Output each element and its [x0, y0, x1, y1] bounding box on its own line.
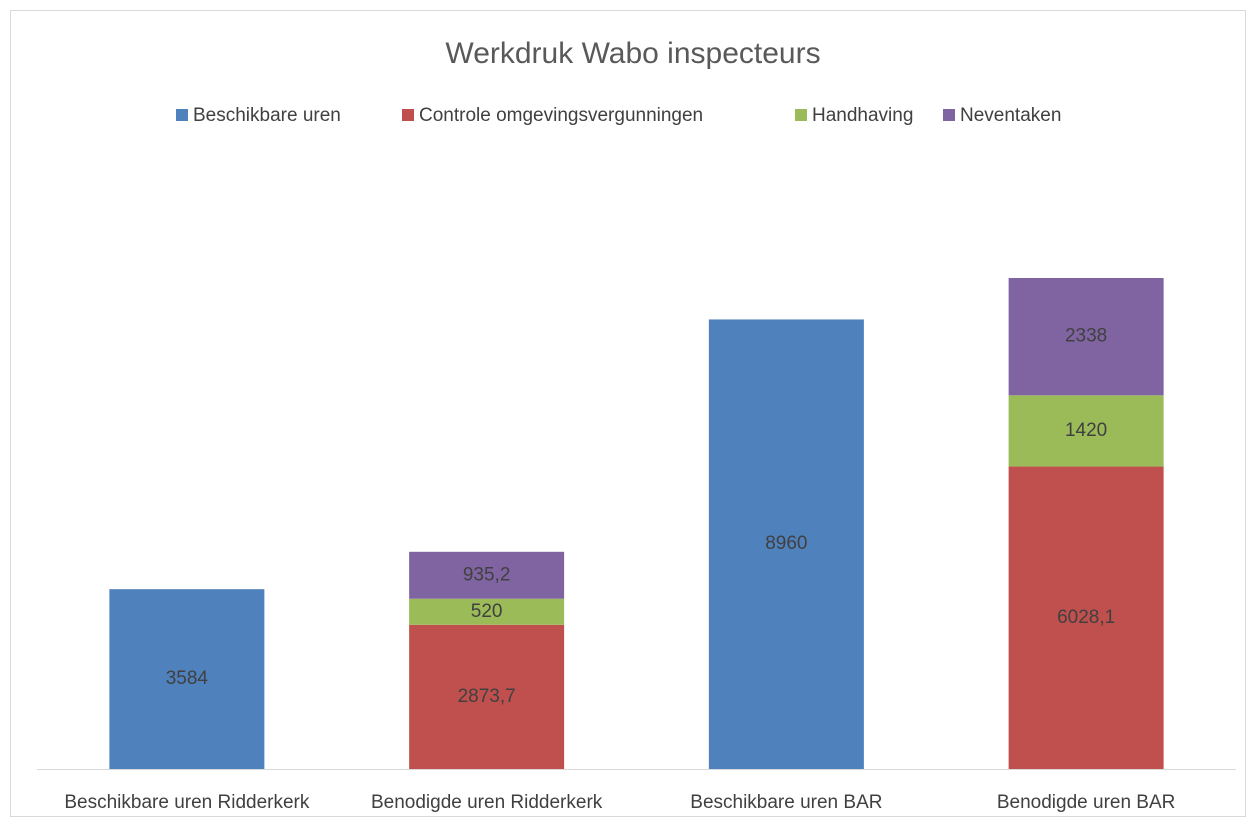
- legend-swatch: [943, 109, 955, 121]
- data-label: 8960: [765, 533, 807, 554]
- bar-segment: [409, 598, 565, 625]
- legend-swatch: [795, 109, 807, 121]
- bar-segment: [1008, 395, 1164, 467]
- bar-segment: [409, 551, 565, 599]
- bar-segment: [1008, 466, 1164, 769]
- data-label: 935,2: [463, 564, 511, 585]
- legend-label: Beschikbare uren: [193, 105, 341, 126]
- data-label: 2873,7: [458, 686, 516, 707]
- legend-label: Neventaken: [960, 105, 1061, 126]
- legend-label: Controle omgevingsvergunningen: [419, 105, 703, 126]
- bar-segment: [1008, 278, 1164, 396]
- legend-swatch: [176, 109, 188, 121]
- data-label: 520: [471, 601, 503, 622]
- x-tick-label: Benodigde uren BAR: [997, 792, 1176, 813]
- x-tick-label: Benodigde uren Ridderkerk: [371, 792, 603, 813]
- data-label: 2338: [1065, 326, 1107, 347]
- x-tick-label: Beschikbare uren BAR: [690, 792, 882, 813]
- legend-swatch: [402, 109, 414, 121]
- x-tick-label: Beschikbare uren Ridderkerk: [64, 792, 310, 813]
- data-label: 1420: [1065, 420, 1107, 441]
- legend-label: Handhaving: [812, 105, 913, 126]
- chart-title: Werkdruk Wabo inspecteurs: [445, 37, 820, 70]
- bar-segment: [708, 319, 864, 769]
- data-label: 6028,1: [1057, 607, 1115, 628]
- bar-segment: [109, 589, 265, 769]
- data-label: 3584: [166, 668, 209, 689]
- bar-segment: [409, 624, 565, 769]
